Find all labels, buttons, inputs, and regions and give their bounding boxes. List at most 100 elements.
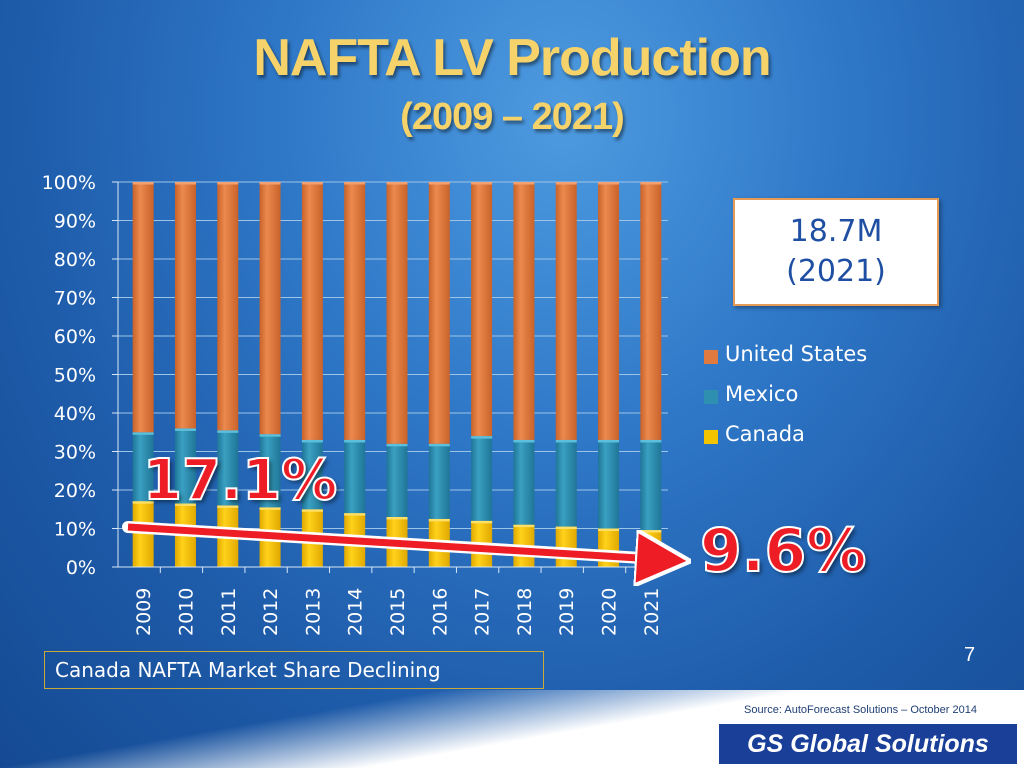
bar-united-states-2016	[428, 182, 450, 444]
page-subtitle: (2009 – 2021)	[400, 96, 625, 138]
bar-top-united-states-2017	[471, 182, 493, 185]
bar-top-united-states-2013	[301, 182, 323, 185]
bar-top-canada-2016	[428, 518, 450, 522]
bar-top-united-states-2019	[555, 182, 577, 185]
y-tick-label: 100%	[42, 172, 96, 194]
page-title: NAFTA LV Production	[253, 29, 771, 87]
y-tick-label: 0%	[66, 557, 96, 579]
bar-top-canada-2012	[259, 507, 281, 510]
bar-top-mexico-2013	[301, 439, 323, 443]
y-tick-label: 20%	[54, 480, 96, 502]
bar-top-united-states-2012	[259, 182, 281, 185]
bar-canada-2019	[555, 526, 577, 567]
bar-mexico-2017	[471, 436, 493, 521]
note-box: Canada NAFTA Market Share Declining	[44, 651, 544, 689]
bar-top-united-states-2015	[386, 182, 408, 185]
x-tick-label: 2017	[472, 588, 494, 636]
x-tick-label: 2009	[133, 588, 155, 636]
decline-arrow-inner	[127, 523, 670, 560]
bar-top-united-states-2016	[428, 182, 450, 185]
bar-top-united-states-2021	[640, 182, 662, 185]
bar-united-states-2014	[344, 182, 366, 440]
bar-united-states-2011	[217, 182, 239, 431]
x-tick-label: 2012	[260, 588, 282, 636]
bar-top-canada-2021	[640, 530, 662, 533]
legend-swatch-canada	[704, 430, 718, 444]
x-tick-label: 2015	[387, 588, 409, 636]
bar-united-states-2012	[259, 182, 281, 435]
bar-top-united-states-2009	[132, 182, 154, 185]
bar-mexico-2013	[301, 439, 323, 510]
bar-mexico-2018	[513, 439, 535, 525]
bar-united-states-2009	[132, 182, 154, 433]
bar-mexico-2010	[174, 428, 196, 504]
bar-top-mexico-2015	[386, 443, 408, 447]
bar-mexico-2021	[640, 439, 662, 531]
bar-top-canada-2011	[217, 505, 239, 508]
x-tick-label: 2019	[556, 588, 578, 636]
bar-top-united-states-2010	[174, 182, 196, 185]
bar-top-united-states-2011	[217, 182, 239, 185]
bar-top-mexico-2016	[428, 443, 450, 447]
bar-top-canada-2013	[301, 509, 323, 512]
page-number: 7	[964, 644, 976, 666]
bar-top-united-states-2014	[344, 182, 366, 185]
y-tick-label: 70%	[54, 288, 96, 310]
bar-top-canada-2009	[132, 501, 154, 504]
y-tick-label: 50%	[54, 365, 96, 387]
bar-canada-2009	[132, 501, 154, 567]
bar-mexico-2011	[217, 430, 239, 506]
bar-united-states-2021	[640, 182, 662, 440]
bar-top-canada-2020	[598, 528, 620, 531]
x-tick-label: 2013	[302, 588, 324, 636]
x-tick-label: 2010	[175, 588, 197, 636]
y-tick-label: 10%	[54, 519, 96, 541]
legend-label-mexico: Mexico	[725, 382, 799, 406]
bar-top-united-states-2018	[513, 182, 535, 185]
bar-united-states-2017	[471, 182, 493, 437]
x-tick-label: 2020	[599, 588, 621, 636]
bar-top-mexico-2018	[513, 439, 535, 443]
legend-swatch-united-states	[704, 350, 718, 364]
bar-mexico-2012	[259, 434, 281, 508]
callout-value: 18.7M	[789, 214, 883, 249]
bar-mexico-2016	[428, 443, 450, 519]
bar-top-canada-2018	[513, 524, 535, 528]
x-tick-label: 2014	[345, 588, 367, 636]
bar-mexico-2009	[132, 432, 154, 502]
y-tick-label: 80%	[54, 249, 96, 271]
bar-mexico-2020	[598, 439, 620, 529]
start-share-label: 17.1%	[142, 447, 338, 514]
bar-top-united-states-2020	[598, 182, 620, 185]
x-tick-label: 2018	[514, 588, 536, 636]
legend-label-united-states: United States	[725, 342, 868, 366]
x-tick-label: 2011	[218, 588, 240, 636]
x-tick-label: 2021	[641, 588, 663, 636]
y-tick-label: 40%	[54, 403, 96, 425]
bar-top-canada-2010	[174, 503, 196, 506]
bar-top-mexico-2017	[471, 436, 493, 439]
bar-united-states-2015	[386, 182, 408, 444]
y-tick-label: 60%	[54, 326, 96, 348]
bar-top-mexico-2009	[132, 432, 154, 435]
bar-top-canada-2017	[471, 520, 493, 524]
source-note: Source: AutoForecast Solutions – October…	[744, 704, 977, 716]
bar-united-states-2018	[513, 182, 535, 440]
bar-top-mexico-2019	[555, 439, 577, 443]
production-callout: 18.7M (2021)	[733, 198, 939, 306]
bar-top-canada-2014	[344, 513, 366, 516]
legend-label-canada: Canada	[725, 422, 805, 446]
bar-united-states-2020	[598, 182, 620, 440]
bar-top-mexico-2021	[640, 439, 662, 443]
bar-top-mexico-2012	[259, 434, 281, 437]
bar-top-mexico-2011	[217, 430, 239, 433]
y-tick-label: 90%	[54, 211, 96, 233]
bar-top-mexico-2014	[344, 439, 366, 443]
bar-mexico-2015	[386, 443, 408, 517]
y-tick-label: 30%	[54, 442, 96, 464]
x-tick-label: 2016	[429, 588, 451, 636]
bar-top-canada-2015	[386, 516, 408, 520]
bar-top-canada-2019	[555, 526, 577, 530]
bar-mexico-2019	[555, 439, 577, 527]
